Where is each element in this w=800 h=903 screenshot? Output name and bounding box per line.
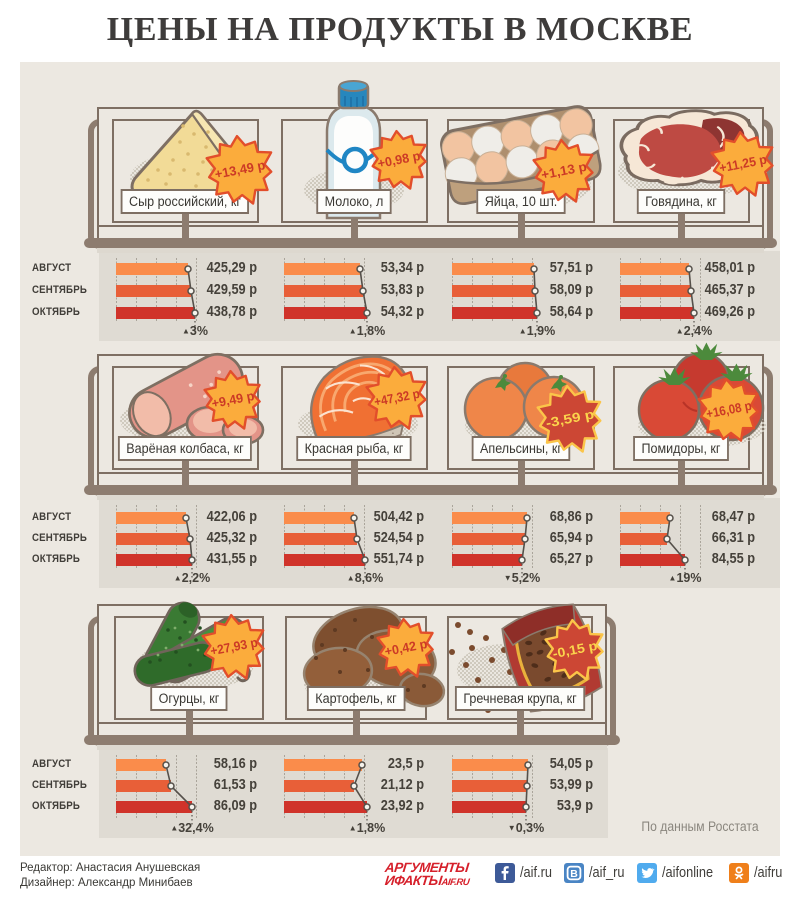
svg-text:B: B [570, 868, 578, 880]
